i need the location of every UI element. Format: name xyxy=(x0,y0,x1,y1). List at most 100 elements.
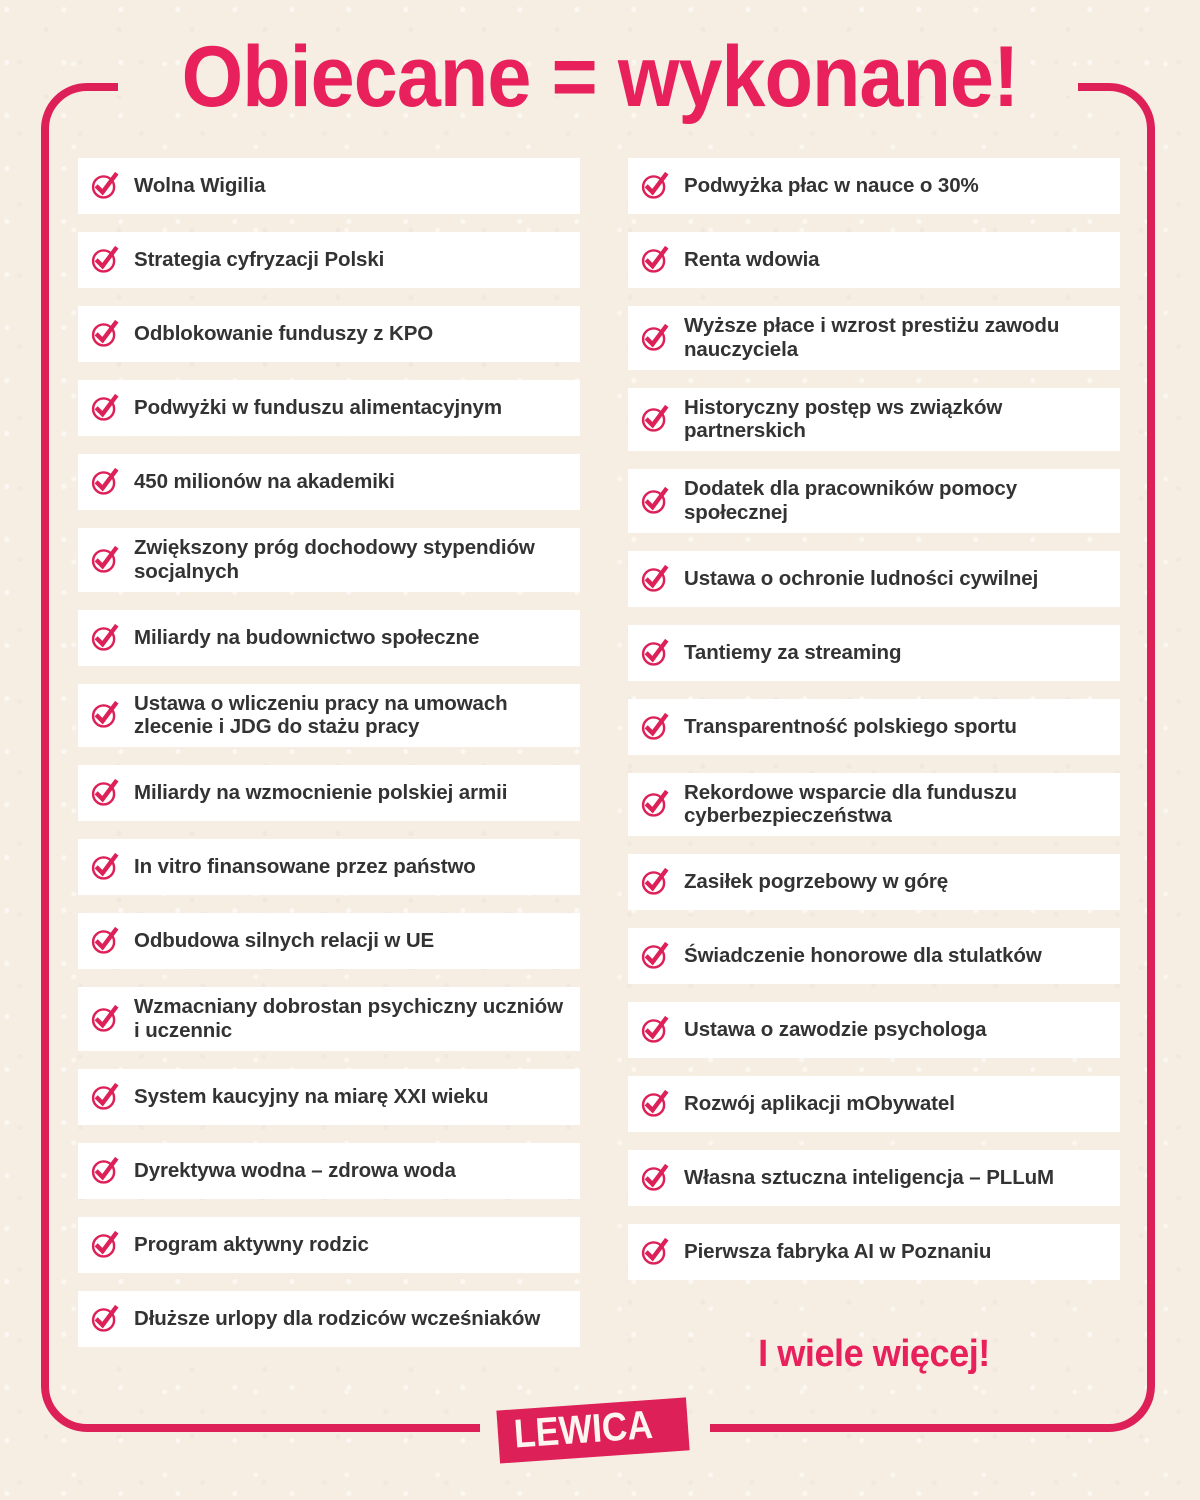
promises-column-right: Podwyżka płac w nauce o 30% Renta wdowia W… xyxy=(628,158,1120,1298)
promise-item: Miliardy na budownictwo społeczne xyxy=(78,609,580,666)
promise-label: Miliardy na wzmocnienie polskiej armii xyxy=(134,781,508,805)
check-circle-icon xyxy=(640,1089,670,1119)
promise-label: Rozwój aplikacji mObywatel xyxy=(684,1092,955,1116)
promise-item: Historyczny postęp ws związków partnersk… xyxy=(628,387,1120,452)
promise-item: Ustawa o zawodzie psychologa xyxy=(628,1002,1120,1059)
promise-item: Własna sztuczna inteligencja – PLLuM xyxy=(628,1150,1120,1207)
more-text: I wiele więcej! xyxy=(758,1333,990,1375)
promise-item: System kaucyjny na miarę XXI wieku xyxy=(78,1068,580,1125)
promise-label: Transparentność polskiego sportu xyxy=(684,714,1017,738)
check-circle-icon xyxy=(90,852,120,882)
promise-item: Rozwój aplikacji mObywatel xyxy=(628,1076,1120,1133)
promise-item: Wyższe płace i wzrost prestiżu zawodu na… xyxy=(628,306,1120,370)
promise-label: Ustawa o zawodzie psychologa xyxy=(684,1018,987,1042)
promise-item: Podwyżka płac w nauce o 30% xyxy=(628,158,1120,214)
check-circle-icon xyxy=(90,623,120,653)
promise-item: Wolna Wigilia xyxy=(78,158,580,214)
promise-label: Ustawa o ochronie ludności cywilnej xyxy=(684,566,1039,590)
promise-label: Podwyżki w funduszu alimentacyjnym xyxy=(134,396,502,420)
promise-item: Zwiększony próg dochodowy stypendiów soc… xyxy=(78,528,580,592)
check-circle-icon xyxy=(90,1230,120,1260)
check-circle-icon xyxy=(90,778,120,808)
promise-label: Historyczny postęp ws związków partnersk… xyxy=(684,395,1003,443)
promise-item: Rekordowe wsparcie dla funduszu cyberbez… xyxy=(628,772,1120,837)
check-circle-icon xyxy=(640,323,670,353)
promise-label: 450 milionów na akademiki xyxy=(134,470,395,494)
check-circle-icon xyxy=(640,789,670,819)
promise-label: Zwiększony próg dochodowy stypendiów soc… xyxy=(134,536,535,583)
promise-label: Rekordowe wsparcie dla funduszu cyberbez… xyxy=(684,780,1017,828)
promise-label: Wolna Wigilia xyxy=(134,174,266,198)
check-circle-icon xyxy=(90,1156,120,1186)
promise-label: Odblokowanie funduszy z KPO xyxy=(134,322,434,346)
check-circle-icon xyxy=(640,245,670,275)
promise-label: Dłuższe urlopy dla rodziców wcześniaków xyxy=(134,1306,541,1330)
check-circle-icon xyxy=(90,700,120,730)
promise-item: Dłuższe urlopy dla rodziców wcześniaków xyxy=(78,1290,580,1347)
check-circle-icon xyxy=(90,171,120,201)
check-circle-icon xyxy=(640,171,670,201)
lewica-logo-text: LEWICA xyxy=(512,1402,655,1457)
promise-item: Odbudowa silnych relacji w UE xyxy=(78,913,580,970)
promise-item: Podwyżki w funduszu alimentacyjnym xyxy=(78,380,580,436)
check-circle-icon xyxy=(640,638,670,668)
check-circle-icon xyxy=(640,712,670,742)
promise-label: Tantiemy za streaming xyxy=(684,640,902,664)
check-circle-icon xyxy=(640,486,670,516)
promise-label: Wyższe płace i wzrost prestiżu zawodu na… xyxy=(684,314,1060,361)
promise-label: Wzmacniany dobrostan psychiczny uczniów … xyxy=(134,995,563,1042)
check-circle-icon xyxy=(640,941,670,971)
promise-label: Podwyżka płac w nauce o 30% xyxy=(684,174,979,198)
promise-label: Ustawa o wliczeniu pracy na umowach zlec… xyxy=(134,691,508,739)
promise-label: Dyrektywa wodna – zdrowa woda xyxy=(134,1158,456,1182)
promise-item: Tantiemy za streaming xyxy=(628,624,1120,681)
promise-item: Pierwsza fabryka AI w Poznaniu xyxy=(628,1224,1120,1281)
check-circle-icon xyxy=(90,1082,120,1112)
promise-label: In vitro finansowane przez państwo xyxy=(134,855,476,879)
promise-item: In vitro finansowane przez państwo xyxy=(78,839,580,896)
frame-top-gap xyxy=(118,72,1078,96)
check-circle-icon xyxy=(90,319,120,349)
promise-item: Świadczenie honorowe dla stulatków xyxy=(628,928,1120,985)
check-circle-icon xyxy=(640,1163,670,1193)
promise-label: Program aktywny rodzic xyxy=(134,1232,369,1256)
promises-column-left: Wolna Wigilia Strategia cyfryzacji Polski… xyxy=(78,158,580,1365)
check-circle-icon xyxy=(90,1004,120,1034)
promise-label: Własna sztuczna inteligencja – PLLuM xyxy=(684,1166,1055,1190)
promise-item: Dodatek dla pracowników pomocy społeczne… xyxy=(628,469,1120,533)
promise-item: 450 milionów na akademiki xyxy=(78,454,580,510)
check-circle-icon xyxy=(90,545,120,575)
check-circle-icon xyxy=(90,1304,120,1334)
check-circle-icon xyxy=(640,1015,670,1045)
check-circle-icon xyxy=(90,393,120,423)
promise-item: Transparentność polskiego sportu xyxy=(628,698,1120,755)
promise-item: Renta wdowia xyxy=(628,232,1120,288)
promise-item: Odblokowanie funduszy z KPO xyxy=(78,306,580,362)
check-circle-icon xyxy=(90,467,120,497)
promise-label: System kaucyjny na miarę XXI wieku xyxy=(134,1084,489,1108)
promise-label: Dodatek dla pracowników pomocy społeczne… xyxy=(684,477,1018,524)
page-title: Obiecane = wykonane! xyxy=(181,29,1020,125)
check-circle-icon xyxy=(90,926,120,956)
check-circle-icon xyxy=(640,404,670,434)
promise-label: Świadczenie honorowe dla stulatków xyxy=(684,944,1042,968)
promise-label: Pierwsza fabryka AI w Poznaniu xyxy=(684,1240,992,1264)
promise-item: Zasiłek pogrzebowy w górę xyxy=(628,854,1120,911)
promise-item: Wzmacniany dobrostan psychiczny uczniów … xyxy=(78,987,580,1051)
promise-label: Zasiłek pogrzebowy w górę xyxy=(684,870,949,894)
promise-item: Miliardy na wzmocnienie polskiej armii xyxy=(78,765,580,822)
check-circle-icon xyxy=(640,1237,670,1267)
check-circle-icon xyxy=(640,564,670,594)
promise-item: Ustawa o ochronie ludności cywilnej xyxy=(628,550,1120,607)
promise-item: Strategia cyfryzacji Polski xyxy=(78,232,580,288)
check-circle-icon xyxy=(640,867,670,897)
promise-label: Renta wdowia xyxy=(684,248,820,272)
promise-label: Miliardy na budownictwo społeczne xyxy=(134,625,480,649)
promise-label: Strategia cyfryzacji Polski xyxy=(134,248,385,272)
promise-item: Ustawa o wliczeniu pracy na umowach zlec… xyxy=(78,683,580,748)
promise-item: Dyrektywa wodna – zdrowa woda xyxy=(78,1142,580,1199)
promise-item: Program aktywny rodzic xyxy=(78,1216,580,1273)
check-circle-icon xyxy=(90,245,120,275)
promise-label: Odbudowa silnych relacji w UE xyxy=(134,929,435,953)
